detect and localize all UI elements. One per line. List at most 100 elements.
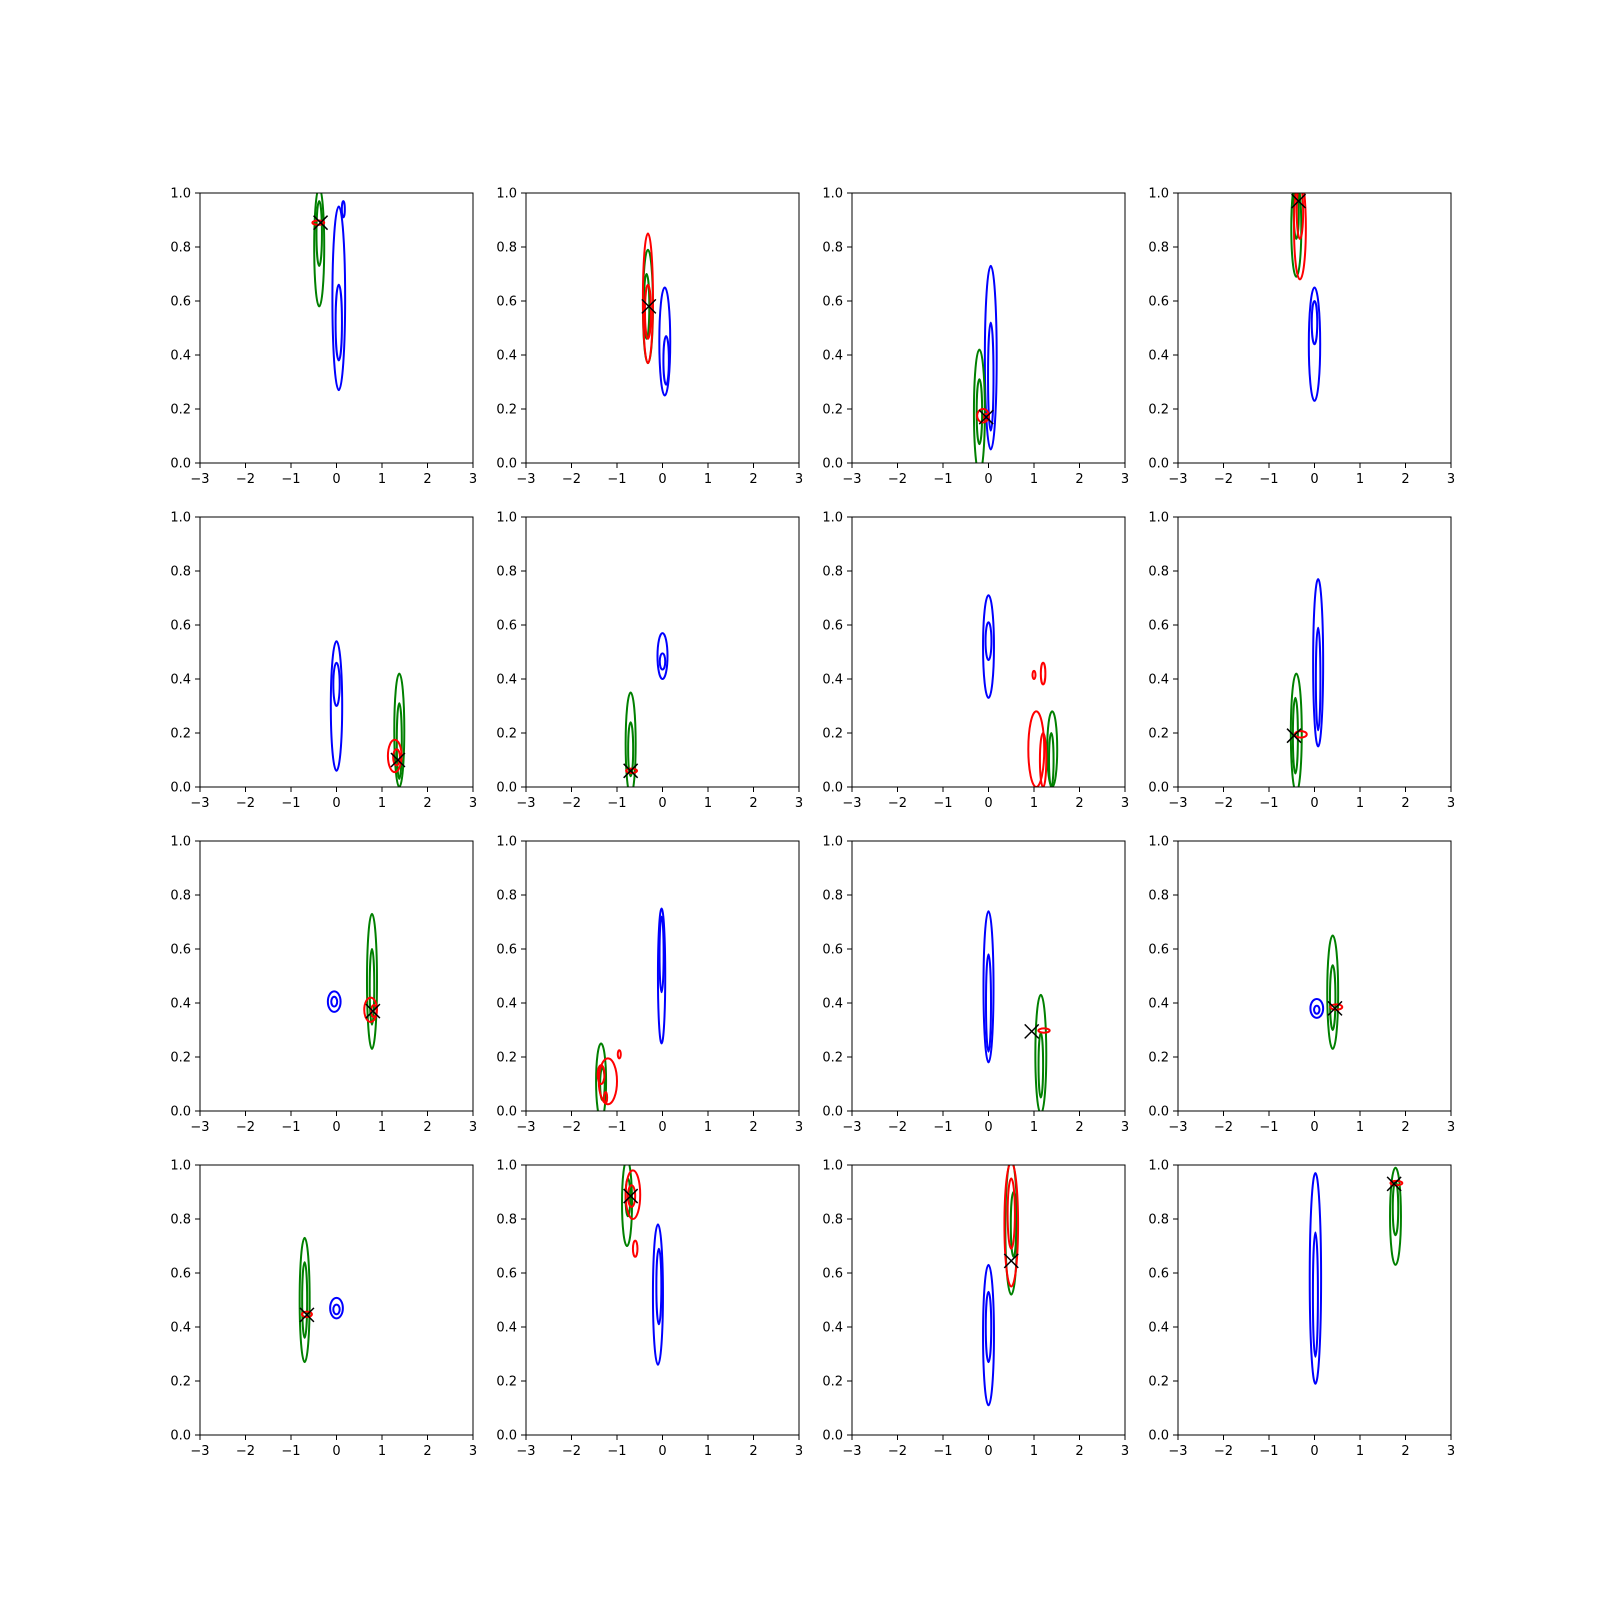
x-tick-label: 0 [658, 1120, 666, 1135]
x-marker [1024, 1023, 1040, 1039]
axes-frame [1177, 1164, 1452, 1436]
x-tick-label: 2 [423, 1120, 431, 1135]
x-tick-label: −3 [842, 796, 861, 811]
red-contour-3-level-1 [625, 767, 639, 774]
y-tick-label: 0.4 [170, 1321, 191, 1336]
y-tick-label: 0.2 [170, 727, 191, 742]
y-tick-label: 0.8 [496, 1213, 517, 1228]
x-tick-label: −1 [1259, 1120, 1278, 1135]
x-marker [1286, 728, 1302, 744]
x-tick-label: 0 [332, 1120, 340, 1135]
subplot-8: −3 −2 −1 0 1 2 3 0.0 0.2 0.4 0.6 0.8 1.0 [1148, 511, 1455, 812]
axes-frame [199, 516, 474, 788]
y-tick-label: 0.6 [1148, 619, 1169, 634]
blue-contour-1-level-2 [1311, 1231, 1319, 1358]
y-tick-label: 0.2 [496, 1051, 517, 1066]
y-tick-label: 0.6 [170, 619, 191, 634]
y-tick-label: 0.6 [170, 1267, 191, 1282]
x-tick-label: −3 [842, 1444, 861, 1459]
x-tick-label: 1 [378, 796, 386, 811]
x-tick-label: 2 [749, 1444, 757, 1459]
axes-frame [525, 192, 800, 464]
y-tick-label: 0.2 [496, 727, 517, 742]
x-tick-label: −2 [562, 472, 581, 487]
plot-area [326, 912, 381, 1050]
axes-frame [199, 840, 474, 1112]
blue-contour-1-level-1 [656, 632, 669, 680]
subplot-16: −3 −2 −1 0 1 2 3 0.0 0.2 0.4 0.6 0.8 1.0 [1148, 1159, 1455, 1460]
green-contour-2-level-1 [1034, 993, 1048, 1111]
x-tick-label: −1 [281, 1120, 300, 1135]
x-tick-label: 3 [1121, 796, 1129, 811]
y-tick-label: 0.2 [1148, 727, 1169, 742]
y-tick-label: 0.0 [170, 1105, 191, 1120]
blue-contour-1-level-1 [1309, 997, 1325, 1019]
red-contour-3-level-2 [1038, 732, 1048, 787]
x-tick-label: −3 [516, 472, 535, 487]
subplot-2: −3 −2 −1 0 1 2 3 0.0 0.2 0.4 0.6 0.8 1.0 [496, 187, 803, 488]
x-tick-label: 3 [795, 1120, 803, 1135]
blue-contour-1-level-2 [332, 1303, 341, 1316]
x-tick-label: 1 [704, 472, 712, 487]
subplot-6: −3 −2 −1 0 1 2 3 0.0 0.2 0.4 0.6 0.8 1.0 [496, 511, 803, 812]
blue-contour-1-level-2 [655, 1247, 663, 1326]
y-tick-label: 1.0 [170, 187, 191, 202]
x-tick-label: −3 [842, 1120, 861, 1135]
y-tick-label: 0.8 [1148, 889, 1169, 904]
x-tick-label: −2 [236, 1120, 255, 1135]
y-tick-label: 0.4 [496, 349, 517, 364]
x-tick-label: −2 [888, 472, 907, 487]
y-tick-label: 0.6 [822, 943, 843, 958]
x-tick-label: 3 [469, 1120, 477, 1135]
blue-contour-1-level-2 [662, 335, 670, 386]
y-tick-label: 0.4 [822, 349, 843, 364]
x-tick-label: 1 [378, 472, 386, 487]
green-contour-2-level-2 [1291, 696, 1299, 775]
y-tick-label: 0.8 [822, 565, 843, 580]
y-tick-label: 0.6 [496, 943, 517, 958]
axes-frame [199, 1164, 474, 1436]
x-tick-label: 3 [1447, 1120, 1455, 1135]
axes-frame [1177, 840, 1452, 1112]
red-contour-3-level-1 [1003, 1165, 1020, 1288]
x-tick-label: 0 [984, 472, 992, 487]
x-marker [365, 1003, 381, 1019]
green-contour-2-level-2 [627, 721, 635, 778]
x-marker [1003, 1253, 1019, 1269]
red-contour-3-level-1 [1293, 193, 1307, 281]
y-tick-label: 0.8 [1148, 241, 1169, 256]
x-tick-label: 0 [332, 796, 340, 811]
green-contour-2-level-1 [595, 1042, 608, 1111]
x-tick-label: 1 [1356, 796, 1364, 811]
plot-area [623, 632, 669, 787]
green-contour-2-level-1 [1389, 1166, 1402, 1266]
x-tick-label: −1 [607, 1444, 626, 1459]
y-tick-label: 0.6 [170, 943, 191, 958]
x-tick-label: −2 [236, 472, 255, 487]
x-marker [390, 752, 406, 768]
red-contour-3-level-2 [626, 1184, 637, 1208]
y-tick-label: 0.2 [170, 1051, 191, 1066]
red-contour-4-level-1 [616, 1049, 622, 1060]
y-tick-label: 1.0 [496, 1159, 517, 1174]
plot-area [982, 910, 1051, 1111]
blue-contour-1-level-2 [984, 621, 993, 662]
blue-contour-1-level-2 [1314, 626, 1322, 732]
y-tick-label: 0.6 [822, 1267, 843, 1282]
green-contour-2-level-2 [1391, 1180, 1400, 1237]
plot-area [641, 232, 672, 397]
subplot-4: −3 −2 −1 0 1 2 3 0.0 0.2 0.4 0.6 0.8 1.0 [1148, 187, 1455, 488]
x-tick-label: 3 [795, 1444, 803, 1459]
y-tick-label: 0.4 [822, 997, 843, 1012]
x-tick-label: 2 [1401, 472, 1409, 487]
y-tick-label: 0.6 [496, 295, 517, 310]
y-tick-label: 1.0 [496, 187, 517, 202]
green-contour-2-level-1 [621, 1165, 634, 1247]
x-tick-label: 2 [1075, 1444, 1083, 1459]
y-tick-label: 1.0 [170, 835, 191, 850]
y-tick-label: 1.0 [170, 1159, 191, 1174]
x-tick-label: 2 [749, 1120, 757, 1135]
y-tick-label: 0.4 [1148, 997, 1169, 1012]
subplot-15: −3 −2 −1 0 1 2 3 0.0 0.2 0.4 0.6 0.8 1.0 [822, 1159, 1129, 1460]
x-tick-label: 1 [704, 1120, 712, 1135]
